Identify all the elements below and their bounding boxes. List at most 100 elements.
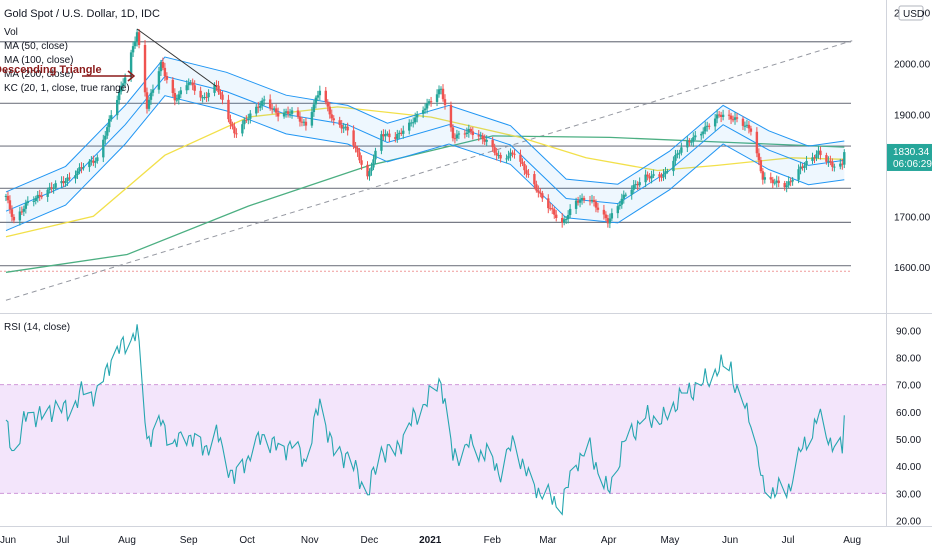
candle-body[interactable]: [491, 140, 494, 148]
candle-body[interactable]: [843, 152, 846, 165]
candle-body[interactable]: [680, 147, 683, 153]
candle-body[interactable]: [171, 79, 175, 94]
candle-body[interactable]: [497, 154, 500, 156]
candle-body[interactable]: [413, 117, 417, 123]
candle-body[interactable]: [562, 219, 566, 223]
candle-body[interactable]: [829, 160, 832, 162]
candle-body[interactable]: [702, 131, 705, 134]
candle-body[interactable]: [769, 177, 772, 180]
candle-body[interactable]: [578, 200, 582, 203]
candle-body[interactable]: [429, 101, 433, 103]
candle-body[interactable]: [217, 85, 220, 93]
candle-body[interactable]: [229, 119, 232, 125]
candle-body[interactable]: [179, 90, 182, 95]
candle-body[interactable]: [384, 134, 387, 137]
candle-body[interactable]: [74, 174, 77, 179]
candle-body[interactable]: [678, 152, 681, 154]
candle-body[interactable]: [300, 121, 304, 123]
candle-body[interactable]: [149, 92, 153, 100]
candle-body[interactable]: [658, 174, 661, 177]
candle-body[interactable]: [719, 114, 723, 117]
legend-ma50[interactable]: MA (50, close): [4, 41, 68, 52]
candle-body[interactable]: [616, 206, 620, 214]
candle-body[interactable]: [121, 83, 125, 86]
candle-body[interactable]: [483, 139, 486, 142]
candle-body[interactable]: [360, 160, 363, 165]
candle-body[interactable]: [773, 182, 776, 184]
candle-body[interactable]: [527, 173, 530, 175]
candle-body[interactable]: [785, 185, 788, 188]
candle-body[interactable]: [789, 181, 792, 183]
candle-body[interactable]: [688, 141, 691, 143]
candle-body[interactable]: [314, 97, 318, 105]
candle-body[interactable]: [676, 153, 679, 155]
candle-body[interactable]: [513, 153, 516, 155]
candle-body[interactable]: [189, 82, 192, 84]
candle-body[interactable]: [535, 184, 538, 191]
candle-body[interactable]: [815, 154, 818, 159]
candle-body[interactable]: [763, 177, 767, 180]
candle-body[interactable]: [402, 130, 405, 134]
candle-body[interactable]: [12, 216, 16, 221]
candle-body[interactable]: [22, 208, 26, 212]
keltner-upper[interactable]: [5, 56, 845, 193]
candle-body[interactable]: [330, 114, 333, 119]
candle-body[interactable]: [116, 99, 119, 116]
candle-body[interactable]: [479, 135, 482, 137]
candle-body[interactable]: [201, 97, 204, 99]
candle-body[interactable]: [831, 161, 834, 167]
candle-body[interactable]: [519, 154, 522, 162]
candle-body[interactable]: [50, 187, 53, 189]
candle-body[interactable]: [62, 181, 65, 184]
legend-keltner[interactable]: KC (20, 1, close, true range): [4, 83, 130, 94]
candle-body[interactable]: [400, 132, 403, 134]
candle-body[interactable]: [328, 106, 331, 115]
candle-body[interactable]: [819, 150, 822, 156]
candle-body[interactable]: [733, 117, 737, 120]
last-price-tag[interactable]: 1830.34 06:06:29: [887, 143, 932, 171]
candle-body[interactable]: [205, 96, 208, 98]
candle-body[interactable]: [791, 179, 794, 182]
candle-body[interactable]: [715, 114, 719, 119]
candle-body[interactable]: [485, 140, 488, 142]
candle-body[interactable]: [60, 181, 63, 184]
candle-body[interactable]: [175, 99, 179, 101]
candle-body[interactable]: [191, 82, 194, 86]
candle-body[interactable]: [272, 108, 276, 110]
candle-body[interactable]: [652, 174, 655, 176]
candle-body[interactable]: [274, 108, 278, 113]
candle-body[interactable]: [94, 161, 97, 163]
candle-body[interactable]: [421, 110, 425, 114]
candle-body[interactable]: [713, 118, 717, 127]
candle-body[interactable]: [6, 195, 10, 201]
candle-body[interactable]: [374, 150, 377, 160]
candle-body[interactable]: [135, 32, 139, 42]
candle-body[interactable]: [382, 134, 385, 137]
candle-body[interactable]: [555, 214, 558, 219]
candle-body[interactable]: [523, 163, 526, 171]
candle-body[interactable]: [117, 91, 121, 100]
candle-body[interactable]: [775, 180, 778, 183]
candle-body[interactable]: [298, 116, 302, 122]
candle-body[interactable]: [235, 133, 238, 135]
candle-body[interactable]: [46, 189, 49, 197]
candle-body[interactable]: [646, 174, 649, 177]
candle-body[interactable]: [435, 94, 439, 102]
legend-ma100[interactable]: MA (100, close): [4, 55, 73, 66]
candle-body[interactable]: [203, 96, 206, 98]
candle-body[interactable]: [34, 198, 37, 201]
candle-body[interactable]: [564, 219, 568, 221]
candle-body[interactable]: [469, 128, 473, 132]
candle-body[interactable]: [813, 157, 816, 159]
candle-body[interactable]: [648, 176, 651, 179]
candle-body[interactable]: [161, 61, 165, 68]
candle-body[interactable]: [356, 148, 359, 153]
candle-body[interactable]: [370, 167, 373, 172]
candle-body[interactable]: [608, 218, 612, 224]
candle-body[interactable]: [24, 203, 28, 209]
candle-body[interactable]: [602, 209, 606, 215]
candle-body[interactable]: [4, 195, 8, 197]
candle-body[interactable]: [40, 196, 43, 198]
candle-body[interactable]: [560, 218, 564, 223]
candle-body[interactable]: [106, 127, 109, 136]
